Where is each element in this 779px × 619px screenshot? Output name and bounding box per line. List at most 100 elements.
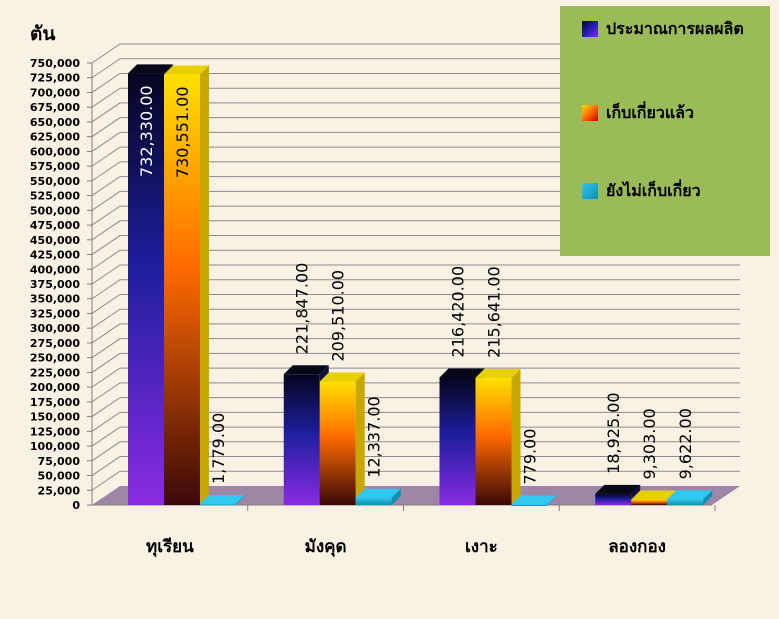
gridline — [91, 190, 740, 211]
x-tick-label: ลองกอง — [608, 537, 666, 557]
y-tick-label: 125,000 — [30, 425, 80, 438]
y-tick-label: 175,000 — [30, 396, 80, 409]
bar-top — [128, 64, 173, 74]
gridline — [91, 102, 740, 123]
gridline — [91, 441, 740, 462]
x-tick-label: ทุเรียน — [146, 536, 194, 557]
y-tick-label: 0 — [72, 499, 80, 512]
x-tick-label: เงาะ — [465, 537, 498, 557]
x-tick-label: มังคุด — [305, 537, 347, 557]
legend-swatch-not-harvested — [582, 183, 598, 199]
bar-face — [631, 499, 668, 505]
gridline — [91, 176, 740, 197]
bar-face — [511, 504, 548, 507]
y-tick-label: 200,000 — [30, 381, 80, 394]
gridline — [91, 235, 740, 255]
gridline — [91, 58, 740, 79]
y-tick-label: 50,000 — [38, 470, 81, 483]
data-label: 215,641.00 — [485, 266, 504, 358]
bar-side — [236, 494, 245, 505]
y-tick-label: 450,000 — [30, 234, 80, 247]
y-tick-label: 75,000 — [38, 455, 81, 468]
y-tick-label: 400,000 — [30, 263, 80, 276]
bar-harvested — [319, 372, 365, 505]
y-tick-label: 250,000 — [30, 352, 80, 365]
y-tick-label: 600,000 — [30, 145, 80, 158]
gridline — [91, 87, 740, 108]
bar-top — [595, 484, 641, 494]
gridline — [91, 323, 740, 344]
gridline — [91, 146, 740, 167]
legend-swatch-harvested — [582, 105, 598, 121]
y-tick-label: 350,000 — [30, 293, 80, 306]
bars — [128, 64, 713, 507]
bar-top — [475, 368, 521, 378]
y-tick-label: 700,000 — [30, 86, 80, 99]
legend-label-harvested: เก็บเกี่ยวแล้ว — [606, 103, 694, 122]
gridline — [91, 411, 740, 432]
data-label: 730,551.00 — [173, 86, 192, 178]
y-tick-label: 325,000 — [30, 307, 80, 320]
bar-top — [283, 365, 329, 375]
gridline — [91, 117, 740, 138]
bar-top — [511, 495, 557, 505]
data-label: 216,420.00 — [449, 266, 468, 358]
data-label: 732,330.00 — [137, 85, 156, 177]
data-label: 9,622.00 — [676, 408, 695, 479]
y-tick-label: 25,000 — [38, 484, 81, 497]
y-tick-label: 300,000 — [30, 322, 80, 335]
bar-side — [511, 368, 521, 505]
data-label: 18,925.00 — [604, 392, 623, 473]
y-tick-label: 500,000 — [30, 204, 80, 217]
bar-not-harvested — [355, 488, 401, 505]
gridline — [91, 161, 740, 182]
gridline — [91, 470, 740, 491]
gridline — [91, 249, 740, 270]
gridline — [91, 293, 740, 314]
legend: ประมาณการผลผลิต เก็บเกี่ยวแล้ว ยังไม่เก็… — [560, 6, 770, 256]
y-tick-label: 550,000 — [30, 175, 80, 188]
gridline — [91, 264, 740, 285]
bar-face — [355, 497, 392, 505]
gridline — [91, 205, 740, 226]
bar-face — [128, 73, 164, 506]
y-tick-label: 100,000 — [30, 440, 80, 453]
data-label: 1,779.00 — [209, 413, 228, 484]
data-labels: 732,330.00 221,847.00 216,420.00 18,925.00 7… — [137, 85, 695, 484]
legend-label-forecast: ประมาณการผลผลิต — [606, 19, 744, 38]
bar-top — [355, 488, 401, 498]
bar-face — [164, 74, 200, 505]
legend-label-not-harvested: ยังไม่เก็บเกี่ยว — [606, 181, 701, 200]
gridline — [91, 338, 740, 359]
gridline — [91, 220, 740, 241]
y-unit-label: ตัน — [30, 23, 55, 45]
bar-top — [319, 372, 365, 382]
bar-top — [439, 368, 485, 378]
data-label: 12,337.00 — [365, 396, 384, 477]
bar-face — [319, 381, 356, 505]
bar-face — [200, 503, 236, 506]
bar-face — [595, 493, 632, 505]
bar-side — [703, 490, 713, 505]
bar-top — [667, 490, 713, 500]
data-label: 209,510.00 — [329, 270, 348, 362]
gridline — [91, 131, 740, 152]
y-tick-label: 650,000 — [30, 116, 80, 129]
bar-top — [200, 494, 245, 504]
y-tick-label: 475,000 — [30, 219, 80, 232]
gridline — [91, 43, 740, 64]
gridline — [91, 352, 740, 373]
bar-side — [200, 65, 209, 505]
bar-not-harvested — [667, 490, 713, 505]
gridline — [91, 426, 740, 447]
bar-side — [547, 495, 557, 505]
bar-face — [475, 377, 512, 505]
data-label: 221,847.00 — [293, 263, 312, 355]
y-tick-label: 375,000 — [30, 278, 80, 291]
gridline — [91, 382, 740, 403]
y-tick-label: 725,000 — [30, 72, 80, 85]
bar-side — [355, 372, 365, 505]
bar-top — [631, 490, 677, 500]
y-tick-label: 675,000 — [30, 101, 80, 114]
y-tick-label: 425,000 — [30, 249, 80, 262]
